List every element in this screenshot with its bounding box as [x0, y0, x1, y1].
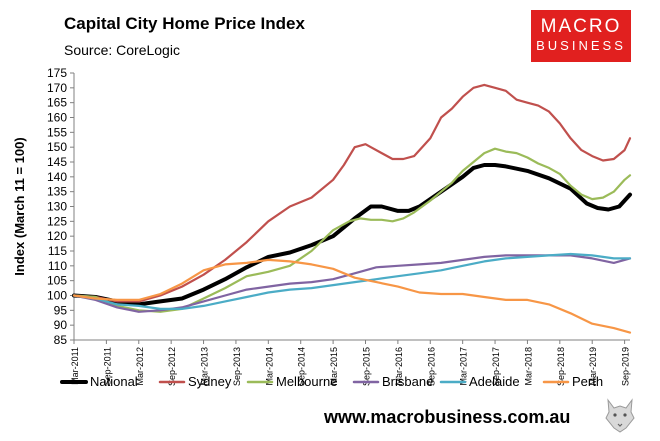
series-line-perth: [72, 258, 632, 334]
y-tick-label: 110: [48, 259, 67, 273]
x-tick-label: Mar-2019: [588, 347, 598, 386]
wolf-icon: [605, 398, 635, 433]
y-tick-label: 155: [47, 125, 67, 139]
x-tick-label: Sep-2013: [232, 347, 242, 386]
x-tick-label: Sep-2017: [491, 347, 501, 386]
logo-line-2: BUSINESS: [536, 38, 626, 53]
x-tick-label: Mar-2013: [200, 347, 210, 386]
y-tick-label: 140: [47, 170, 67, 184]
series-line-national: [72, 163, 632, 307]
x-tick-label: Sep-2015: [361, 347, 371, 386]
website-url: www.macrobusiness.com.au: [324, 407, 571, 427]
x-tick-label: Sep-2011: [102, 347, 112, 385]
y-tick-label: 100: [47, 289, 67, 303]
x-tick-label: Sep-2019: [621, 347, 631, 386]
y-tick-label: 90: [54, 318, 68, 332]
y-axis-title: Index (March 11 = 100): [12, 137, 27, 275]
series-line-sydney: [72, 83, 632, 303]
x-tick-label: Sep-2014: [297, 347, 307, 386]
x-tick-label: Mar-2011: [70, 347, 80, 385]
x-tick-label: Sep-2012: [167, 347, 177, 386]
legend-label-melbourne: Melbourne: [276, 374, 337, 389]
y-tick-label: 95: [54, 303, 68, 317]
legend-label-sydney: Sydney: [188, 374, 232, 389]
y-tick-label: 135: [47, 185, 67, 199]
x-tick-label: Mar-2012: [135, 347, 145, 386]
legend-label-national: National: [90, 374, 138, 389]
chart-source: Source: CoreLogic: [64, 42, 180, 58]
x-tick-label: Sep-2016: [426, 347, 436, 386]
y-tick-label: 120: [47, 229, 67, 243]
x-tick-label: Mar-2015: [329, 347, 339, 386]
x-tick-label: Mar-2017: [459, 347, 469, 386]
x-tick-label: Mar-2016: [394, 347, 404, 386]
legend-label-brisbane: Brisbane: [382, 374, 433, 389]
y-tick-label: 145: [47, 155, 67, 169]
x-tick-label: Mar-2014: [264, 347, 274, 386]
series-line-melbourne: [72, 147, 632, 313]
x-tick-label: Mar-2018: [523, 347, 533, 386]
y-tick-label: 85: [54, 333, 68, 347]
legend-label-perth: Perth: [572, 374, 603, 389]
legend-label-adelaide: Adelaide: [469, 374, 520, 389]
y-tick-label: 125: [47, 214, 67, 228]
macrobusiness-logo: MACRO BUSINESS: [531, 10, 631, 62]
y-tick-label: 150: [47, 140, 67, 154]
y-tick-label: 130: [47, 200, 67, 214]
x-tick-label: Sep-2018: [556, 347, 566, 386]
series-line-adelaide: [72, 252, 632, 310]
y-tick-label: 115: [48, 244, 67, 258]
y-tick-label: 165: [47, 96, 67, 110]
y-tick-label: 160: [47, 111, 67, 125]
y-tick-label: 175: [47, 66, 67, 80]
y-tick-label: 105: [47, 274, 67, 288]
y-tick-label: 170: [47, 81, 67, 95]
logo-line-1: MACRO: [540, 16, 622, 37]
chart-title: Capital City Home Price Index: [64, 14, 305, 33]
